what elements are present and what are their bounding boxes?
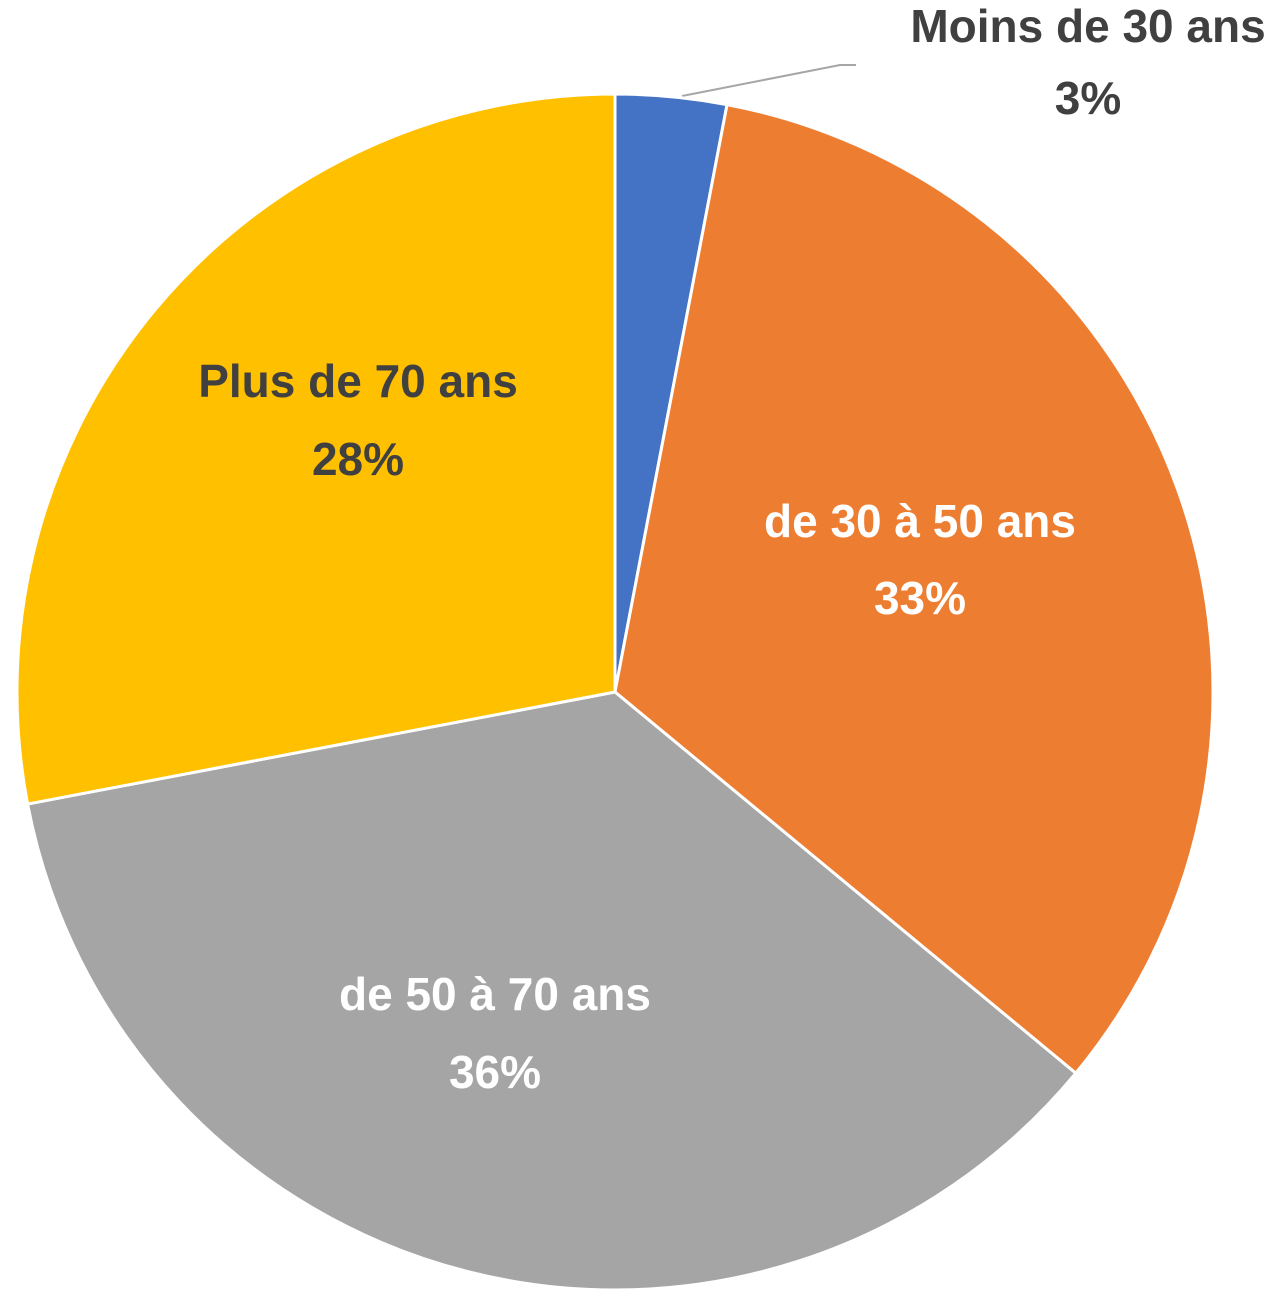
leader-line [681,64,856,97]
slice-label: de 30 à 50 ans [764,495,1076,547]
slice-label: Plus de 70 ans [198,355,518,407]
value-label: 3% [1055,72,1121,124]
value-label: 28% [312,433,404,485]
value-label: 36% [449,1046,541,1098]
pie-slice [613,102,1215,1076]
pie-slice [15,92,617,806]
slice-label: de 50 à 70 ans [339,968,651,1020]
pie-slice [25,690,1078,1289]
value-label: 33% [874,572,966,624]
slice-label: Moins de 30 ans [910,0,1265,52]
